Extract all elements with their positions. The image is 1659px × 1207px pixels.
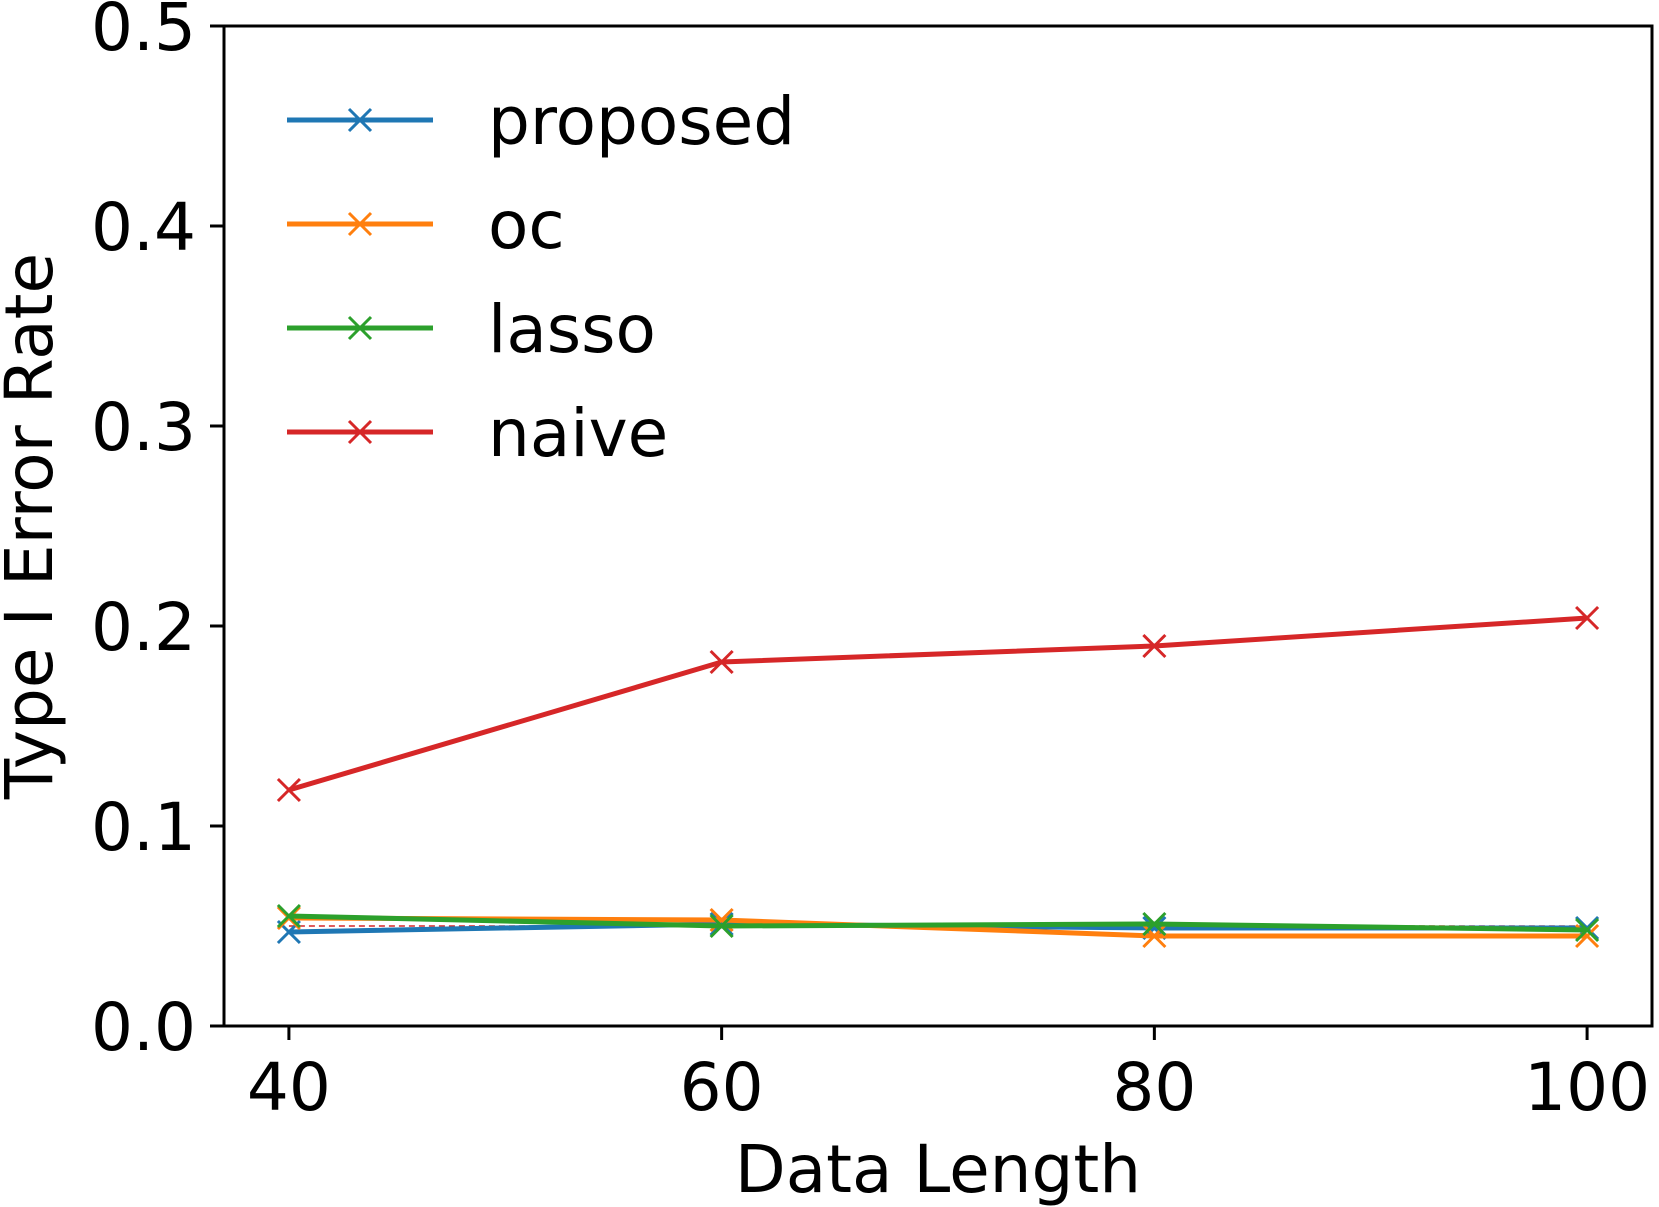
series-line	[288, 615, 1588, 793]
y-axis: 0.0 0.1 0.2 0.3 0.4 0.5	[91, 0, 224, 1066]
data-point-marker	[276, 903, 301, 929]
legend-label: oc	[488, 187, 565, 264]
data-point-marker	[276, 777, 301, 803]
y-tick-label: 0.0	[91, 989, 196, 1066]
legend-marker	[347, 107, 373, 133]
legend-marker	[347, 419, 373, 445]
data-point-marker	[1575, 605, 1600, 631]
x-tick-label: 40	[247, 1049, 331, 1126]
x-axis: 40 60 80 100	[247, 1026, 1650, 1126]
plot-area-frame	[222, 24, 1654, 1028]
y-axis-label: Type I Error Rate	[0, 253, 68, 800]
legend: proposed oc lasso naive	[287, 83, 795, 472]
series-layer	[276, 605, 1600, 949]
legend-label: proposed	[488, 83, 795, 160]
data-point-marker	[1142, 911, 1167, 937]
legend-item-naive: naive	[287, 395, 668, 472]
legend-item-oc: oc	[287, 187, 565, 264]
series-naive	[276, 605, 1600, 803]
y-tick-label: 0.4	[91, 189, 196, 266]
legend-marker	[347, 211, 373, 237]
legend-label: naive	[488, 395, 668, 472]
legend-marker	[347, 315, 373, 341]
series-lasso	[276, 903, 1600, 943]
x-tick-label: 60	[680, 1049, 764, 1126]
x-tick-label: 100	[1524, 1049, 1650, 1126]
y-tick-label: 0.2	[91, 589, 196, 666]
data-point-marker	[709, 649, 734, 675]
data-point-marker	[709, 913, 734, 939]
y-tick-label: 0.5	[91, 0, 196, 66]
series-line	[288, 913, 1588, 933]
x-axis-label: Data Length	[735, 1131, 1141, 1207]
x-tick-label: 80	[1112, 1049, 1196, 1126]
y-tick-label: 0.3	[91, 389, 196, 466]
legend-label: lasso	[488, 291, 656, 368]
y-tick-label: 0.1	[91, 789, 196, 866]
legend-item-lasso: lasso	[287, 291, 656, 368]
data-point-marker	[1575, 917, 1600, 943]
data-point-marker	[1142, 923, 1167, 949]
data-point-marker	[1142, 633, 1167, 659]
legend-item-proposed: proposed	[287, 83, 795, 160]
